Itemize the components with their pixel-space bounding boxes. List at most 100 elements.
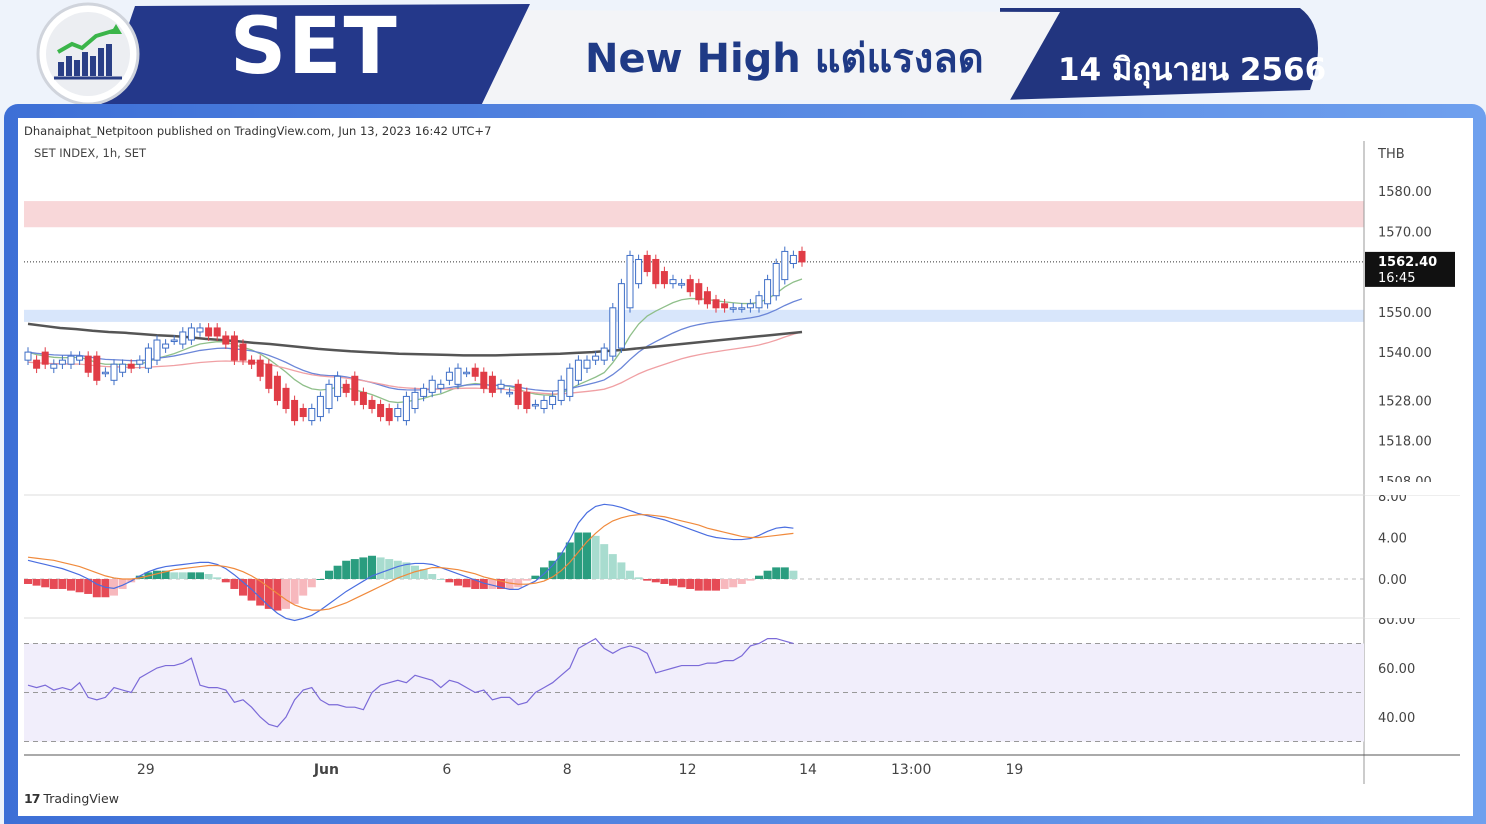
candle-body: [781, 250, 789, 281]
currency-label: THB: [1377, 147, 1405, 162]
macd-histogram-bar: [531, 575, 540, 579]
macd-histogram-bar: [505, 579, 514, 589]
candle-body: [58, 359, 66, 365]
macd-histogram-bar: [772, 567, 781, 579]
macd-histogram-bar: [316, 579, 325, 580]
macd-histogram-bar: [445, 579, 454, 583]
macd-histogram-bar: [41, 579, 50, 588]
macd-histogram-bar: [789, 570, 798, 579]
price-tick-label: 1550.00: [1378, 306, 1432, 321]
candle-body: [445, 371, 453, 381]
candle-body: [153, 339, 161, 361]
candle-body: [33, 359, 41, 369]
macd-histogram-bar: [548, 560, 557, 579]
candle-body: [566, 367, 574, 397]
candle-body: [557, 379, 565, 401]
candle-body: [686, 279, 694, 293]
candle-body: [377, 403, 385, 418]
candle-body: [196, 327, 204, 333]
macd-histogram-bar: [24, 579, 32, 584]
candle-body: [368, 399, 376, 410]
macd-histogram-bar: [651, 579, 660, 583]
rsi-tick-label: 60.00: [1378, 662, 1415, 677]
candle-body: [437, 383, 445, 389]
candle-body: [488, 375, 496, 393]
macd-histogram-bar: [686, 579, 695, 589]
candle-body: [411, 391, 419, 409]
candle-body: [626, 254, 634, 309]
candle-body: [179, 331, 187, 345]
macd-histogram-bar: [118, 579, 127, 589]
macd-histogram-bar: [462, 579, 471, 588]
macd-histogram-bar: [634, 577, 643, 579]
macd-histogram-bar: [213, 577, 222, 579]
rsi-tick-label: 40.00: [1378, 711, 1415, 726]
candle-body: [213, 327, 221, 337]
candle-body: [308, 408, 316, 422]
signal-line: [27, 514, 794, 611]
candle-body: [574, 359, 582, 381]
candle-body: [385, 408, 393, 422]
macd-histogram: [24, 532, 798, 611]
candle-body: [282, 387, 290, 410]
macd-histogram-bar: [712, 579, 720, 591]
header-title: SET: [230, 2, 399, 92]
macd-histogram-bar: [307, 579, 316, 588]
macd-histogram-bar: [196, 572, 204, 579]
candle-body: [678, 283, 686, 286]
candle-body: [506, 391, 514, 395]
candle-body: [67, 355, 75, 365]
candle-body: [497, 383, 505, 389]
macd-histogram-bar: [600, 544, 609, 579]
candle-body: [359, 391, 367, 405]
last-price-badge: [1365, 251, 1455, 287]
macd-histogram-bar: [230, 579, 239, 589]
macd-histogram-bar: [608, 554, 617, 579]
candle-body: [428, 379, 436, 393]
candle-body: [24, 351, 32, 361]
macd-histogram-bar: [694, 579, 703, 591]
macd-histogram-bar: [325, 570, 333, 579]
headline: New High แต่แรงลด: [585, 36, 984, 82]
candle-body: [136, 359, 144, 365]
macd-histogram-bar: [720, 579, 729, 589]
macd-histogram-bar: [187, 572, 196, 579]
macd-histogram-bar: [514, 579, 523, 588]
macd-histogram-bar: [101, 579, 110, 598]
candle-body: [84, 355, 92, 373]
macd-histogram-bar: [221, 579, 230, 583]
time-tick-label: Jun: [313, 762, 339, 778]
tradingview-chart[interactable]: THB 1580.00 1570.00 1550.00 1540.00 1528.00 15…: [24, 141, 1464, 786]
candles: [24, 246, 806, 426]
rsi-line: [27, 637, 794, 728]
candle-body: [712, 299, 720, 309]
time-tick-label: 13:00: [891, 762, 931, 778]
macd-histogram-bar: [256, 579, 265, 606]
candle-body: [402, 395, 410, 422]
price-tick-label: 1528.00: [1378, 394, 1432, 409]
price-tick-label: 1518.00: [1378, 435, 1432, 450]
candle-body: [669, 279, 677, 285]
header-shapes: [0, 0, 1318, 110]
candle-body: [239, 343, 247, 361]
candle-body: [230, 335, 238, 361]
candle-body: [93, 355, 101, 381]
macd-histogram-bar: [755, 575, 763, 579]
macd-histogram-bar: [591, 535, 600, 579]
bar-chart-trend-icon: [36, 2, 140, 106]
candle-body: [617, 283, 625, 349]
candle-body: [342, 383, 350, 393]
candle-body: [703, 291, 711, 305]
candle-body: [531, 403, 539, 407]
macd-histogram-bar: [110, 579, 118, 596]
candle-body: [798, 250, 806, 263]
candle-body: [523, 391, 531, 409]
macd-histogram-bar: [436, 579, 445, 580]
candle-body: [471, 367, 479, 377]
macd-histogram-bar: [669, 579, 677, 586]
macd-histogram-bar: [780, 567, 789, 579]
macd-histogram-bar: [84, 579, 93, 594]
macd-histogram-bar: [273, 579, 282, 611]
candle-body: [420, 387, 428, 397]
symbol-label: SET INDEX, 1h, SET: [34, 146, 147, 160]
